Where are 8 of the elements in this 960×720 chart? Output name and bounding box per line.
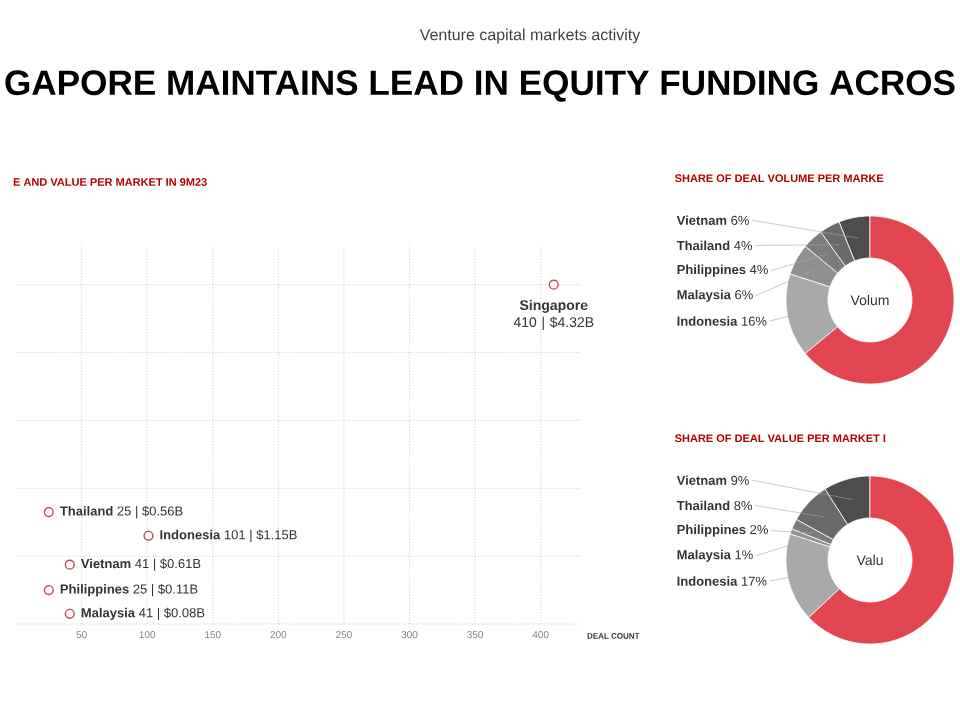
point (64, 608, 75, 619)
chart-subtitle: Venture capital markets activity (419, 28, 641, 44)
point (43, 506, 54, 518)
point (143, 530, 154, 541)
point (548, 279, 559, 290)
point (43, 584, 54, 596)
point (64, 559, 75, 570)
chart-title: GAPORE MAINTAINS LEAD IN EQUITY FUNDING ACROS (5, 70, 955, 102)
